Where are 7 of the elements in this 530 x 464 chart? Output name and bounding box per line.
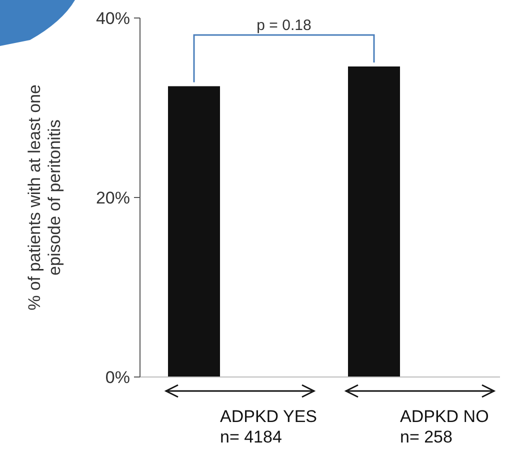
annotation: p = 0.18: [256, 17, 312, 34]
y-tick-label: 20%: [96, 188, 130, 208]
x-tick-label: ADPKD NO n= 258: [400, 407, 489, 446]
x-tick-label: ADPKD YES n= 4184: [220, 407, 318, 446]
y-axis-title: % of patients with at least one episode of peritonitis: [24, 84, 64, 310]
y-tick-label: 40%: [96, 8, 130, 28]
y-tick-label: 0%: [105, 368, 130, 387]
